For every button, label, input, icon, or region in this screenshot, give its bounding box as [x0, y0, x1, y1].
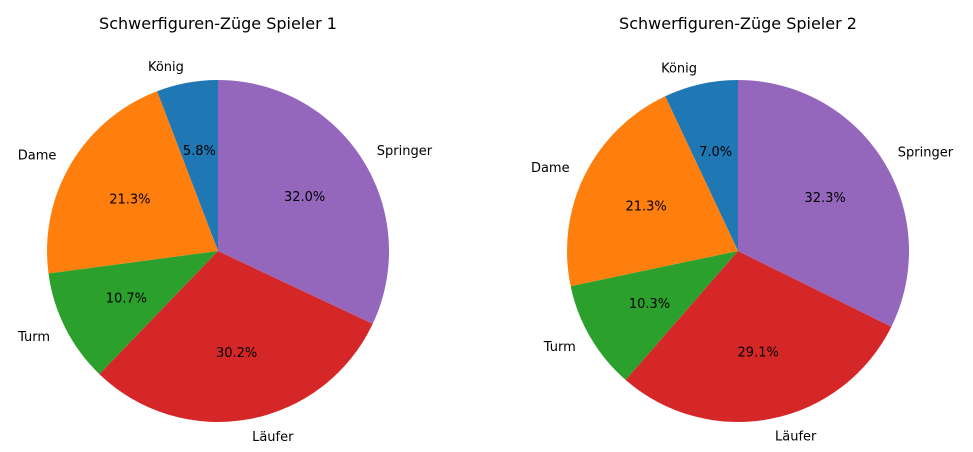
- slice-category-label: Dame: [18, 149, 57, 164]
- slice-category-label: Springer: [898, 146, 954, 161]
- slice-category-label: Läufer: [775, 429, 817, 444]
- slice-percentage-label: 32.0%: [284, 190, 325, 205]
- slice-percentage-label: 7.0%: [699, 145, 732, 160]
- pie-slice-laeufer: [625, 251, 892, 423]
- slice-percentage-label: 5.8%: [183, 144, 216, 159]
- pie-slice-springer: [738, 80, 910, 327]
- slice-category-label: Springer: [377, 144, 433, 159]
- slice-category-label: Dame: [531, 161, 570, 176]
- pie-slice-koenig: [157, 80, 218, 251]
- pie-slice-koenig: [665, 80, 738, 251]
- pie-slice-turm: [570, 251, 738, 380]
- chart-title: Schwerfiguren-Züge Spieler 2: [619, 14, 857, 33]
- pie-chart-spieler-2: König 7.0% Dame 21.3% Turm 10.3% Läufer 29.1% Sp…: [531, 14, 954, 444]
- slice-category-label: Turm: [543, 340, 576, 355]
- slice-percentage-label: 21.3%: [625, 199, 666, 214]
- slice-category-label: Turm: [17, 330, 50, 345]
- slice-percentage-label: 32.3%: [804, 191, 845, 206]
- slice-category-label: König: [661, 61, 697, 76]
- pie-slice-dame: [566, 96, 738, 287]
- pie-slice-springer: [218, 80, 390, 324]
- slice-percentage-label: 29.1%: [738, 346, 779, 361]
- pie-slice-laeufer: [99, 251, 373, 422]
- slice-category-label: König: [148, 60, 184, 75]
- slice-percentage-label: 30.2%: [216, 346, 257, 361]
- slice-percentage-label: 10.3%: [629, 297, 670, 312]
- chart-title: Schwerfiguren-Züge Spieler 1: [99, 14, 337, 33]
- slice-category-label: Läufer: [252, 430, 294, 445]
- pie-slice-dame: [47, 91, 219, 274]
- slice-percentage-label: 10.7%: [106, 291, 147, 306]
- slice-percentage-label: 21.3%: [109, 193, 150, 208]
- pie-slice-turm: [48, 251, 218, 375]
- pie-chart-spieler-1: König 5.8% Dame 21.3% Turm 10.7% Läufer 30.2% Sp…: [17, 14, 433, 445]
